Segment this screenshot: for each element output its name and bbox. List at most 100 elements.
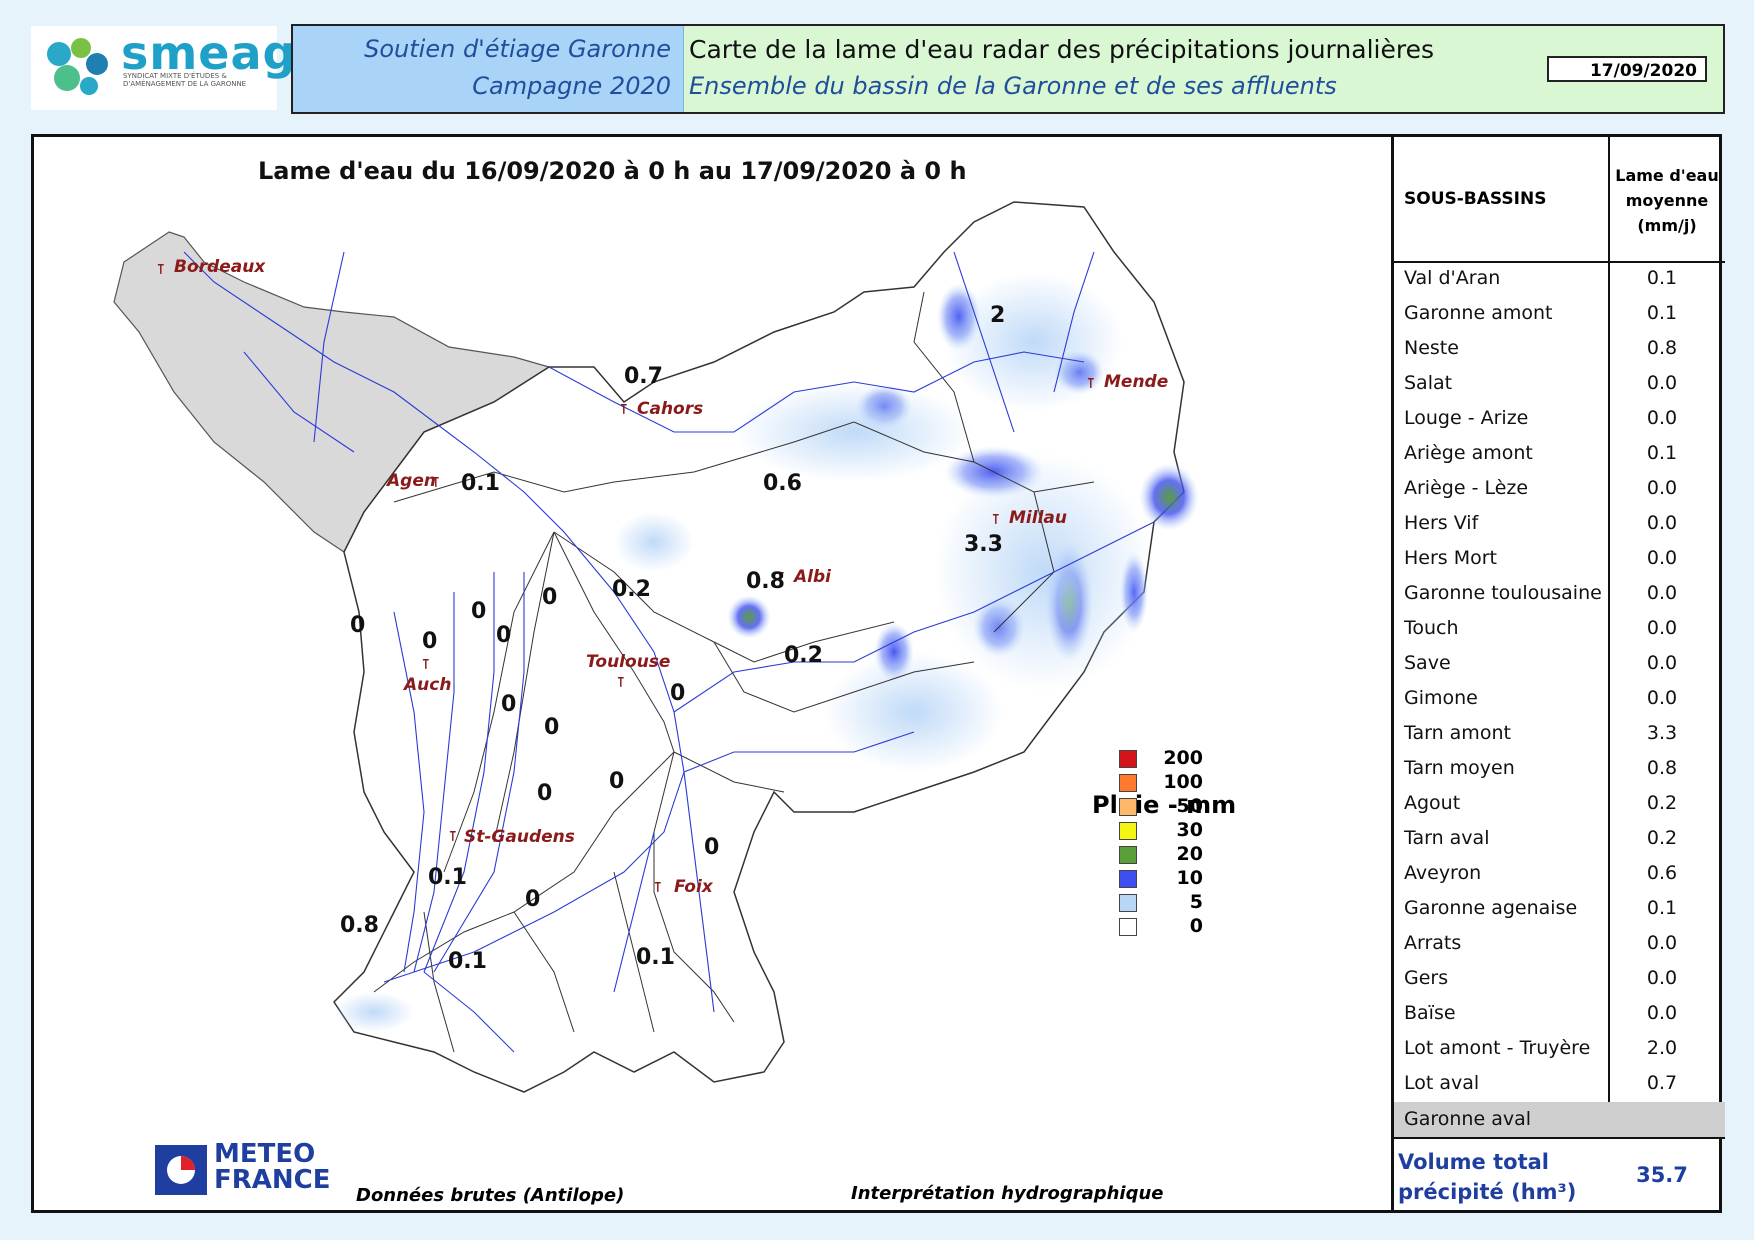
basin-name: Lot amont - Truyère — [1404, 1037, 1591, 1059]
legend-label: 5 — [1189, 891, 1203, 913]
legend-label: 0 — [1189, 915, 1203, 937]
table-column-divider — [1608, 261, 1610, 1136]
table-row: Hers Mort 0.0 — [1394, 541, 1725, 576]
basin-value: 0 — [525, 887, 541, 912]
city-marker: ⊺ — [992, 512, 1000, 528]
city-marker: ⊺ — [654, 880, 662, 896]
logo-subtitle: Syndicat mixte d'études & d'aménagement … — [123, 72, 247, 88]
city-marker: ⊺ — [1087, 376, 1095, 392]
table-row: Tarn amont 3.3 — [1394, 716, 1725, 751]
legend-swatch — [1119, 774, 1137, 792]
sub-basin-table: SOUS-BASSINS Lame d'eau moyenne (mm/j) V… — [1391, 137, 1725, 1210]
basin-name: Garonne toulousaine — [1404, 582, 1602, 604]
table-row: Tarn moyen 0.8 — [1394, 751, 1725, 786]
basin-rain: 0.7 — [1646, 1072, 1678, 1094]
basin-name: Touch — [1404, 617, 1459, 639]
basin-rain: 0.8 — [1646, 337, 1678, 359]
table-row: Garonne amont 0.1 — [1394, 296, 1725, 331]
table-row: Gimone 0.0 — [1394, 681, 1725, 716]
smeag-logo-mark — [47, 38, 108, 95]
basin-value: 0.1 — [448, 949, 487, 974]
basin-name: Garonne amont — [1404, 302, 1553, 324]
basin-value: 0.6 — [763, 471, 802, 496]
table-row: Garonne toulousaine 0.0 — [1394, 576, 1725, 611]
table-row: Lot amont - Truyère 2.0 — [1394, 1031, 1725, 1066]
river-network — [183, 251, 1155, 1053]
basin-value: 0.2 — [612, 577, 651, 602]
basin-rain: 0.8 — [1646, 757, 1678, 779]
header-date: 17/09/2020 — [1547, 56, 1707, 82]
table-row: Garonne agenaise 0.1 — [1394, 891, 1725, 926]
city-mende: Mende — [1104, 372, 1169, 392]
legend-label: 20 — [1176, 843, 1203, 865]
table-row: Agout 0.2 — [1394, 786, 1725, 821]
smeag-logo: smeag Syndicat mixte d'études & d'aménag… — [31, 26, 295, 110]
basin-value: 0 — [422, 629, 438, 654]
table-row: Ariège - Lèze 0.0 — [1394, 471, 1725, 506]
basin-name: Gimone — [1404, 687, 1478, 709]
data-source-credit: Données brutes (Antilope) — [356, 1185, 625, 1206]
basin-value: 0 — [350, 613, 366, 638]
table-row: Louge - Arize 0.0 — [1394, 401, 1725, 436]
basin-rain: 0.0 — [1646, 652, 1678, 674]
map-title: Lame d'eau du 16/09/2020 à 0 h au 17/09/… — [258, 157, 967, 185]
table-header: SOUS-BASSINS Lame d'eau moyenne (mm/j) — [1394, 137, 1725, 263]
basin-rain: 0.0 — [1646, 1002, 1678, 1024]
legend-swatch — [1119, 846, 1137, 864]
table-footer: Volume total précipité (hm³) 35.7 — [1394, 1137, 1725, 1212]
city-marker: ⊺ — [432, 475, 440, 491]
basin-value: 0 — [704, 835, 720, 860]
city-agen: Agen — [387, 471, 436, 491]
basin-value: 0 — [471, 599, 487, 624]
table-header-basins: SOUS-BASSINS — [1404, 189, 1547, 209]
table-header-rain: Lame d'eau moyenne (mm/j) — [1615, 166, 1719, 235]
header-program: Soutien d'étiage Garonne — [364, 35, 671, 63]
city-albi: Albi — [794, 567, 831, 587]
sub-basin-boundaries — [373, 291, 1095, 1053]
table-header-divider — [1608, 137, 1610, 261]
basin-value: 0.8 — [340, 913, 379, 938]
basin-rain: 0.2 — [1646, 792, 1678, 814]
basin-rain: 0.0 — [1646, 687, 1678, 709]
total-volume-label: Volume total précipité (hm³) — [1398, 1150, 1577, 1204]
table-row: Arrats 0.0 — [1394, 926, 1725, 961]
table-row: Save 0.0 — [1394, 646, 1725, 681]
basin-name: Arrats — [1404, 932, 1462, 954]
basin-rain: 0.1 — [1646, 442, 1678, 464]
table-row: Aveyron 0.6 — [1394, 856, 1725, 891]
legend-swatch — [1119, 798, 1137, 816]
basin-rain: 0.0 — [1646, 582, 1678, 604]
city-foix: Foix — [674, 877, 713, 897]
city-st-gaudens: St-Gaudens — [464, 827, 575, 847]
radar-rain-layer — [334, 272, 1199, 1032]
header-campaign: Campagne 2020 — [472, 72, 671, 100]
basin-rain: 0.0 — [1646, 407, 1678, 429]
basin-name: Ariège amont — [1404, 442, 1533, 464]
basin-name: Save — [1404, 652, 1451, 674]
header-banner: Soutien d'étiage Garonne Campagne 2020 C… — [291, 24, 1725, 114]
basin-name: Val d'Aran — [1404, 267, 1501, 289]
legend-swatch — [1119, 894, 1137, 912]
legend-swatch — [1119, 918, 1137, 936]
basin-rain: 0.2 — [1646, 827, 1678, 849]
legend-label: 30 — [1176, 819, 1203, 841]
main-panel: Lame d'eau du 16/09/2020 à 0 h au 17/09/… — [31, 134, 1725, 1213]
table-row-garonne-aval: Garonne aval — [1394, 1102, 1725, 1137]
basin-name: Ariège - Lèze — [1404, 477, 1529, 499]
interpretation-credit: Interprétation hydrographique — [851, 1183, 1164, 1204]
basin-value: 0 — [501, 692, 517, 717]
basin-rain: 0.6 — [1646, 862, 1678, 884]
basin-value: 3.3 — [964, 532, 1003, 557]
table-row: Touch 0.0 — [1394, 611, 1725, 646]
basin-value: 0 — [496, 623, 512, 648]
legend-swatch — [1119, 750, 1137, 768]
meteo-france-logo-icon — [155, 1145, 207, 1195]
logo-name: smeag — [121, 26, 297, 80]
basin-name: Tarn amont — [1404, 722, 1511, 744]
table-row: Tarn aval 0.2 — [1394, 821, 1725, 856]
basin-value: 0.1 — [461, 471, 500, 496]
meteo-france-wordmark: METEO FRANCE — [214, 1141, 331, 1193]
legend-swatch — [1119, 870, 1137, 888]
meteo-line1: METEO — [214, 1139, 316, 1169]
basin-rain: 0.1 — [1646, 897, 1678, 919]
